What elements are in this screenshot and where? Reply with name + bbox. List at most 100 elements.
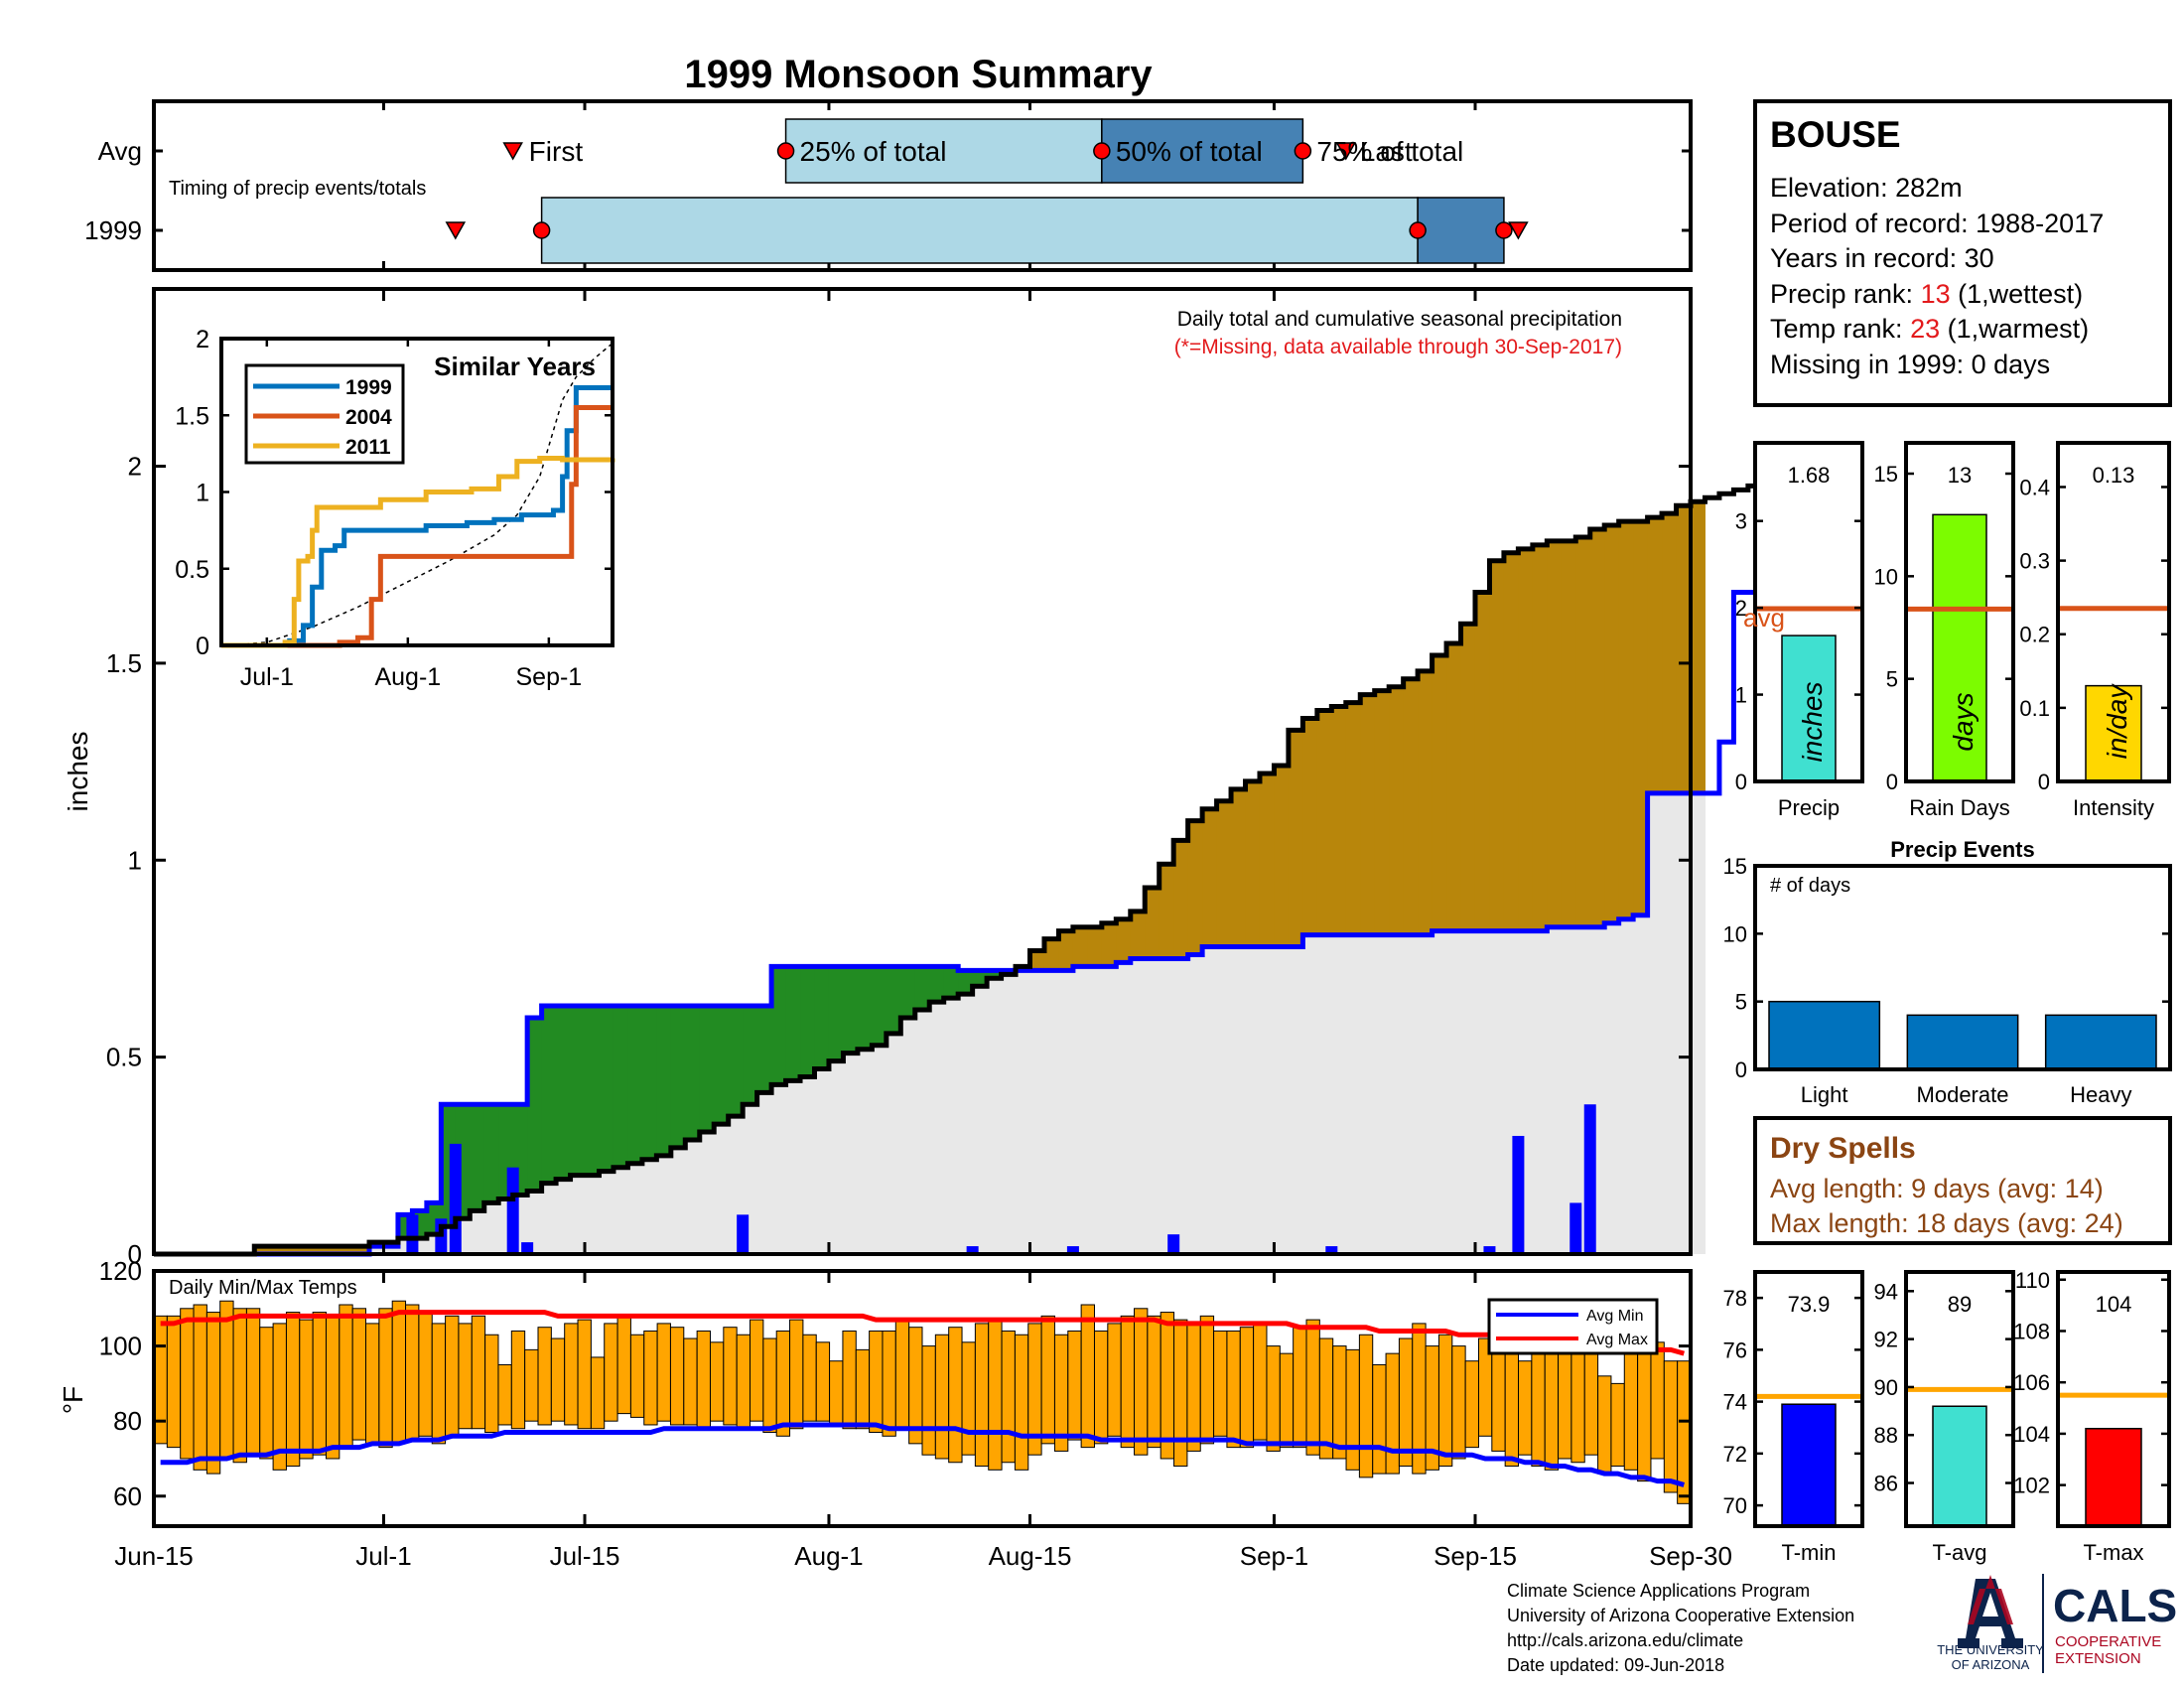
inset-y-tick-label: 0 <box>196 633 209 660</box>
precip-panel-y-tick-label: 0 <box>1735 770 1747 794</box>
cumulative-base-fill <box>872 1045 887 1254</box>
cumulative-diff-fill <box>656 1006 672 1156</box>
daily-temp-bar <box>497 1363 512 1426</box>
cumulative-diff-fill <box>1345 702 1361 935</box>
station-precip-rank: Precip rank: 13 (1,wettest) <box>1770 279 2083 309</box>
cumulative-diff-fill <box>1389 686 1405 935</box>
cumulative-base-fill <box>585 1175 600 1254</box>
cumulative-diff-fill <box>1633 521 1649 915</box>
daily-temp-bar <box>232 1308 247 1464</box>
events-bar-moderate <box>1906 1014 2019 1070</box>
footer-line-2: University of Arizona Cooperative Extens… <box>1507 1606 1854 1625</box>
precip-panel-y-tick-label: 3 <box>1735 509 1747 534</box>
daily-temp-bar <box>1398 1337 1414 1468</box>
cumulative-base-fill <box>470 1210 485 1254</box>
cumulative-base-fill <box>383 1246 399 1254</box>
daily-temp-bar <box>1173 1319 1188 1468</box>
cumulative-diff-fill <box>714 1006 730 1125</box>
cumulative-diff-fill <box>556 1006 572 1180</box>
cumulative-diff-fill <box>1216 800 1232 947</box>
temps-y-tick-label: 120 <box>99 1256 142 1286</box>
cumulative-diff-fill <box>943 966 959 999</box>
cumulative-diff-fill <box>785 966 801 1081</box>
daily-temp-bar <box>1583 1337 1599 1456</box>
events-y-tick-label: 15 <box>1723 854 1747 879</box>
daily-temp-bar <box>365 1323 380 1445</box>
dry-spells-title: Dry Spells <box>1770 1132 1916 1165</box>
cumulative-diff-fill <box>1043 938 1059 971</box>
rain-days-panel-bar <box>1932 513 1987 782</box>
timing-label-avg: Avg <box>98 136 142 166</box>
daily-temp-bar <box>484 1334 499 1434</box>
tmax-panel-category-label: T-max <box>2083 1540 2143 1565</box>
daily-temp-bar <box>1491 1348 1506 1452</box>
inset-line-1999 <box>221 384 613 648</box>
inset-legend-label-2011: 2011 <box>345 436 391 459</box>
cumulative-diff-fill <box>771 966 787 1085</box>
cumulative-base-fill <box>1245 946 1261 1254</box>
cumulative-diff-fill <box>987 970 1003 979</box>
cumulative-base-fill <box>1316 934 1332 1254</box>
precip-panel-avg-label: avg <box>1743 603 1785 633</box>
similar-years-inset: 0 0.5 1 1.5 2 Jul-1 Aug-1 Sep-1 Similar Years 199… <box>175 326 615 691</box>
daily-temp-bar <box>736 1334 751 1430</box>
daily-temp-bar <box>564 1323 579 1426</box>
cumulative-diff-fill <box>1503 552 1519 931</box>
cumulative-base-fill <box>756 1092 772 1254</box>
cumulative-diff-fill <box>800 966 815 1077</box>
cumulative-base-fill <box>1274 946 1290 1254</box>
daily-temp-bar <box>537 1327 552 1426</box>
daily-temp-bar <box>961 1341 976 1456</box>
daily-temp-bar <box>921 1345 936 1456</box>
intensity-panel-y-tick-label: 0 <box>2038 770 2050 794</box>
station-years: Years in record: 30 <box>1770 243 1994 273</box>
daily-temp-bar <box>669 1327 685 1426</box>
daily-temp-bar <box>762 1337 777 1434</box>
cumulative-diff-fill <box>1518 548 1534 931</box>
intensity-panel-value-label: 0.13 <box>2093 463 2135 488</box>
cumulative-diff-fill <box>1231 788 1247 947</box>
cumulative-diff-fill <box>1187 820 1203 955</box>
cumulative-diff-fill <box>828 966 844 1061</box>
events-category-label: Moderate <box>1917 1082 2009 1107</box>
cumulative-base-fill <box>1662 792 1678 1254</box>
daily-temp-bar <box>1147 1315 1161 1449</box>
cumulative-diff-fill <box>1130 911 1146 959</box>
main-y-tick-label: 1.5 <box>106 648 142 678</box>
daily-temp-bar <box>205 1312 221 1475</box>
daily-temp-bar <box>378 1308 393 1449</box>
daily-temp-bar <box>577 1319 592 1430</box>
intensity-panel-axes-box <box>2056 441 2171 783</box>
timing-avg-last-label: Last <box>1360 136 1413 167</box>
cumulative-diff-fill <box>297 1246 313 1254</box>
cumulative-diff-fill <box>570 1006 586 1176</box>
daily-temp-bar <box>299 1319 314 1460</box>
cumulative-base-fill <box>656 1155 672 1254</box>
cumulative-base-fill <box>1489 930 1505 1254</box>
daily-temp-bar <box>1093 1330 1109 1445</box>
cumulative-diff-fill <box>326 1246 341 1254</box>
daily-temp-bar <box>1067 1330 1082 1441</box>
daily-temp-bar <box>524 1348 539 1422</box>
dry-spells-avg-length: Avg length: 9 days (avg: 14) <box>1770 1174 2104 1203</box>
timing-label-year: 1999 <box>84 215 142 245</box>
cumulative-base-fill <box>1345 934 1361 1254</box>
cumulative-base-fill <box>958 994 974 1254</box>
inset-y-tick-label: 2 <box>196 326 209 353</box>
events-y-tick-label: 5 <box>1735 990 1747 1015</box>
cumulative-diff-fill <box>699 1006 715 1133</box>
rain-days-panel-category-label: Rain Days <box>1909 795 2009 820</box>
cumulative-diff-fill <box>685 1006 701 1140</box>
tavg-panel-value-label: 89 <box>1948 1292 1972 1317</box>
daily-temp-bar <box>948 1327 963 1464</box>
station-missing: Missing in 1999: 0 days <box>1770 350 2050 379</box>
daily-temp-bar <box>272 1323 287 1471</box>
events-bar-light <box>1768 1000 1881 1070</box>
cumulative-diff-fill <box>972 970 988 987</box>
daily-temp-bar <box>219 1300 234 1460</box>
cumulative-base-fill <box>670 1147 686 1254</box>
cumulative-base-fill <box>1145 958 1160 1254</box>
tmax-panel-y-tick-label: 102 <box>2013 1474 2050 1498</box>
timing-marker-25 <box>532 221 551 239</box>
cumulative-diff-fill <box>1374 690 1390 935</box>
